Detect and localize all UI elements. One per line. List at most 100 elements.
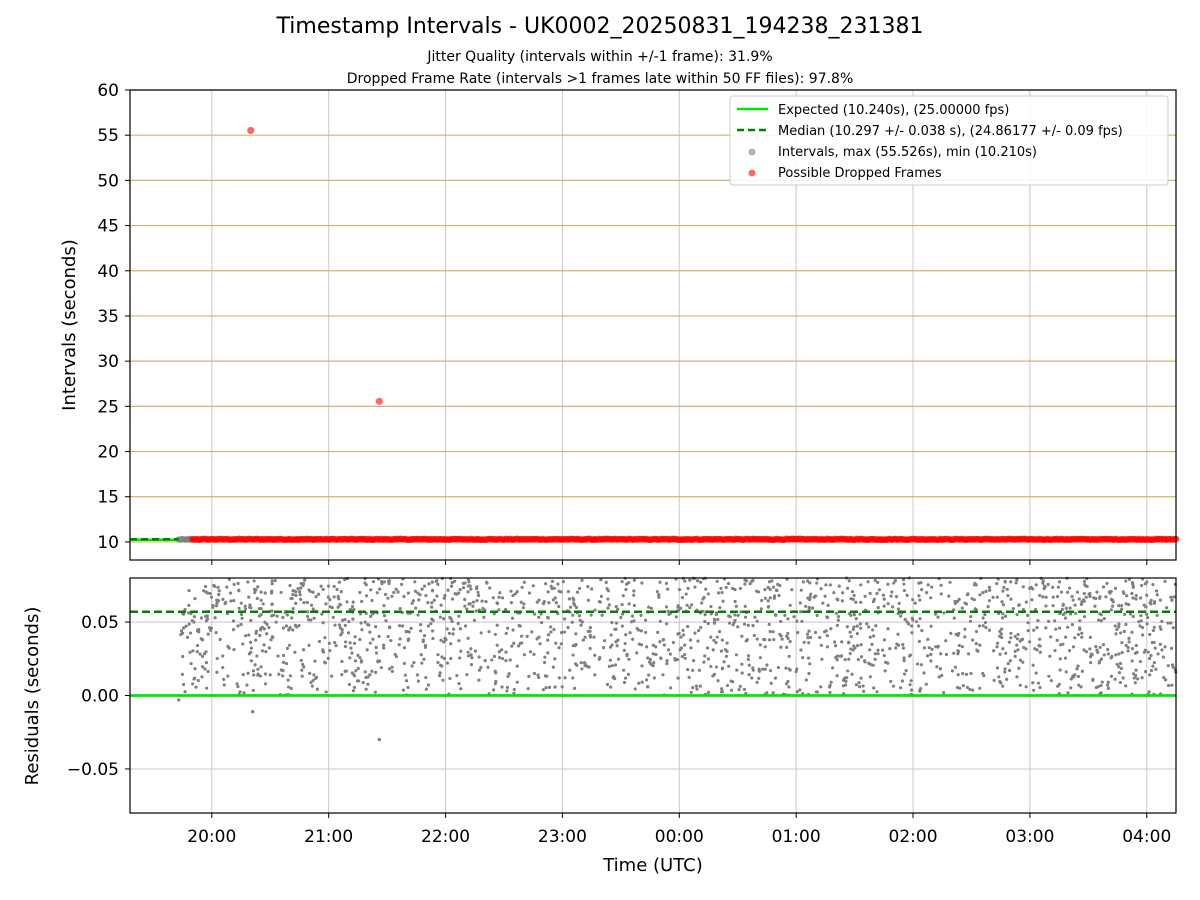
- residual-point: [458, 587, 462, 592]
- residual-point: [364, 594, 369, 598]
- residual-point: [461, 586, 466, 590]
- residual-point: [783, 613, 787, 618]
- residual-point: [981, 671, 985, 676]
- residual-point: [1041, 581, 1045, 585]
- residual-point: [1154, 589, 1159, 593]
- residual-point: [311, 590, 315, 594]
- residual-point: [246, 671, 250, 675]
- residual-point: [1117, 625, 1121, 629]
- residual-point: [875, 591, 879, 595]
- residual-point: [751, 623, 755, 628]
- residual-point: [517, 644, 521, 648]
- residual-point: [1020, 637, 1025, 641]
- residual-point: [807, 671, 811, 676]
- residual-point: [262, 643, 266, 647]
- residual-point: [240, 616, 244, 620]
- residual-point: [716, 679, 720, 683]
- residual-point: [1165, 606, 1169, 610]
- residual-point: [1034, 671, 1038, 675]
- residual-point: [435, 594, 439, 598]
- residual-point: [874, 624, 878, 628]
- residual-point: [1089, 661, 1093, 665]
- residual-point: [703, 619, 707, 624]
- residual-point: [953, 601, 957, 606]
- residual-point: [1117, 622, 1121, 626]
- residual-point: [664, 581, 669, 585]
- residual-point: [1163, 678, 1168, 682]
- residual-point: [438, 615, 443, 619]
- legend-median-label: Median (10.297 +/- 0.038 s), (24.86177 +…: [778, 124, 1123, 139]
- residual-point: [664, 605, 669, 609]
- residual-point: [311, 678, 315, 683]
- residual-point: [1032, 628, 1036, 632]
- residual-point: [307, 643, 311, 647]
- residual-point: [624, 582, 629, 586]
- residual-point: [507, 672, 511, 676]
- residual-point: [1058, 657, 1062, 661]
- residual-point: [872, 597, 876, 601]
- residual-point: [709, 664, 713, 669]
- residual-point: [857, 685, 862, 689]
- residual-point: [1003, 670, 1007, 674]
- residual-point: [297, 623, 301, 628]
- residual-point: [557, 604, 561, 609]
- residual-point: [509, 601, 513, 605]
- residual-point: [948, 580, 952, 584]
- residual-point: [720, 590, 724, 595]
- residual-point: [201, 665, 205, 669]
- residual-point: [463, 597, 467, 602]
- residual-point: [445, 627, 449, 631]
- residual-point: [394, 654, 399, 659]
- residual-point: [1043, 585, 1047, 589]
- residual-point: [369, 588, 373, 592]
- time-x-tick-label: 20:00: [187, 827, 236, 847]
- residual-point: [902, 659, 906, 663]
- residual-point: [1030, 598, 1034, 602]
- residual-point: [583, 662, 588, 667]
- residual-point: [866, 580, 870, 584]
- residual-point: [778, 584, 782, 588]
- residual-point: [402, 661, 406, 666]
- residual-point: [303, 578, 307, 582]
- intervals-y-tick-label: 30: [97, 352, 119, 372]
- residual-point: [593, 608, 597, 612]
- residual-point: [1166, 664, 1170, 668]
- time-x-tick-label: 21:00: [304, 827, 353, 847]
- residual-point: [832, 591, 836, 595]
- residual-point: [1130, 630, 1134, 634]
- residual-point: [908, 683, 912, 687]
- residual-point: [691, 686, 695, 690]
- residual-point: [709, 635, 713, 639]
- residual-point: [368, 673, 372, 677]
- residual-point: [1146, 650, 1150, 654]
- residual-point: [249, 640, 253, 644]
- residual-point: [725, 683, 730, 688]
- residual-point: [787, 654, 791, 658]
- residual-point: [469, 663, 474, 667]
- residual-point: [1075, 667, 1079, 671]
- residual-point: [588, 633, 592, 638]
- residual-point: [648, 657, 652, 662]
- residual-point: [505, 685, 510, 690]
- residual-point: [606, 606, 610, 610]
- residual-point: [1120, 640, 1124, 645]
- residual-point: [231, 619, 236, 623]
- residual-point: [683, 579, 687, 583]
- residual-point: [360, 599, 364, 604]
- residual-point: [424, 593, 428, 598]
- residual-point: [758, 656, 763, 660]
- residual-point: [380, 579, 384, 584]
- residual-point: [647, 605, 651, 609]
- residual-point: [742, 622, 747, 626]
- residual-point: [983, 612, 987, 617]
- residual-point: [386, 634, 390, 639]
- residual-point: [873, 578, 877, 582]
- residual-point: [918, 617, 922, 621]
- residual-point: [836, 615, 841, 619]
- residual-point: [693, 585, 697, 589]
- residual-point: [814, 690, 818, 694]
- residual-point: [685, 624, 690, 629]
- residual-point: [829, 627, 833, 631]
- residual-point: [246, 580, 250, 584]
- residual-point: [288, 583, 292, 588]
